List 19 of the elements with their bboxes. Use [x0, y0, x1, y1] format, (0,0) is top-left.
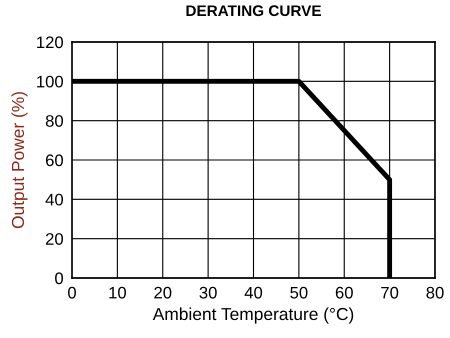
- y-tick-label: 20: [46, 233, 64, 245]
- y-tick-label: 100: [37, 76, 64, 88]
- x-tick-label: 0: [68, 286, 76, 299]
- chart-title: DERATING CURVE: [186, 5, 321, 16]
- x-axis-title: Ambient Temperature (°C): [152, 307, 354, 324]
- x-tick-label: 20: [154, 286, 172, 299]
- y-tick-label: 40: [46, 194, 64, 206]
- x-tick-label: 80: [426, 286, 444, 299]
- x-tick-label: 70: [381, 286, 398, 299]
- x-tick-label: 10: [109, 286, 126, 299]
- x-tick-label: 60: [336, 286, 353, 299]
- x-tick-label: 50: [290, 286, 308, 299]
- y-tick-label: 80: [46, 115, 64, 127]
- y-tick-label: 60: [46, 154, 64, 166]
- x-tick-label: 30: [199, 286, 217, 299]
- y-tick-label: 120: [37, 36, 64, 48]
- y-axis-title: Output Power (%): [11, 92, 28, 228]
- y-tick-label: 0: [55, 272, 64, 284]
- x-tick-label: 40: [244, 286, 262, 299]
